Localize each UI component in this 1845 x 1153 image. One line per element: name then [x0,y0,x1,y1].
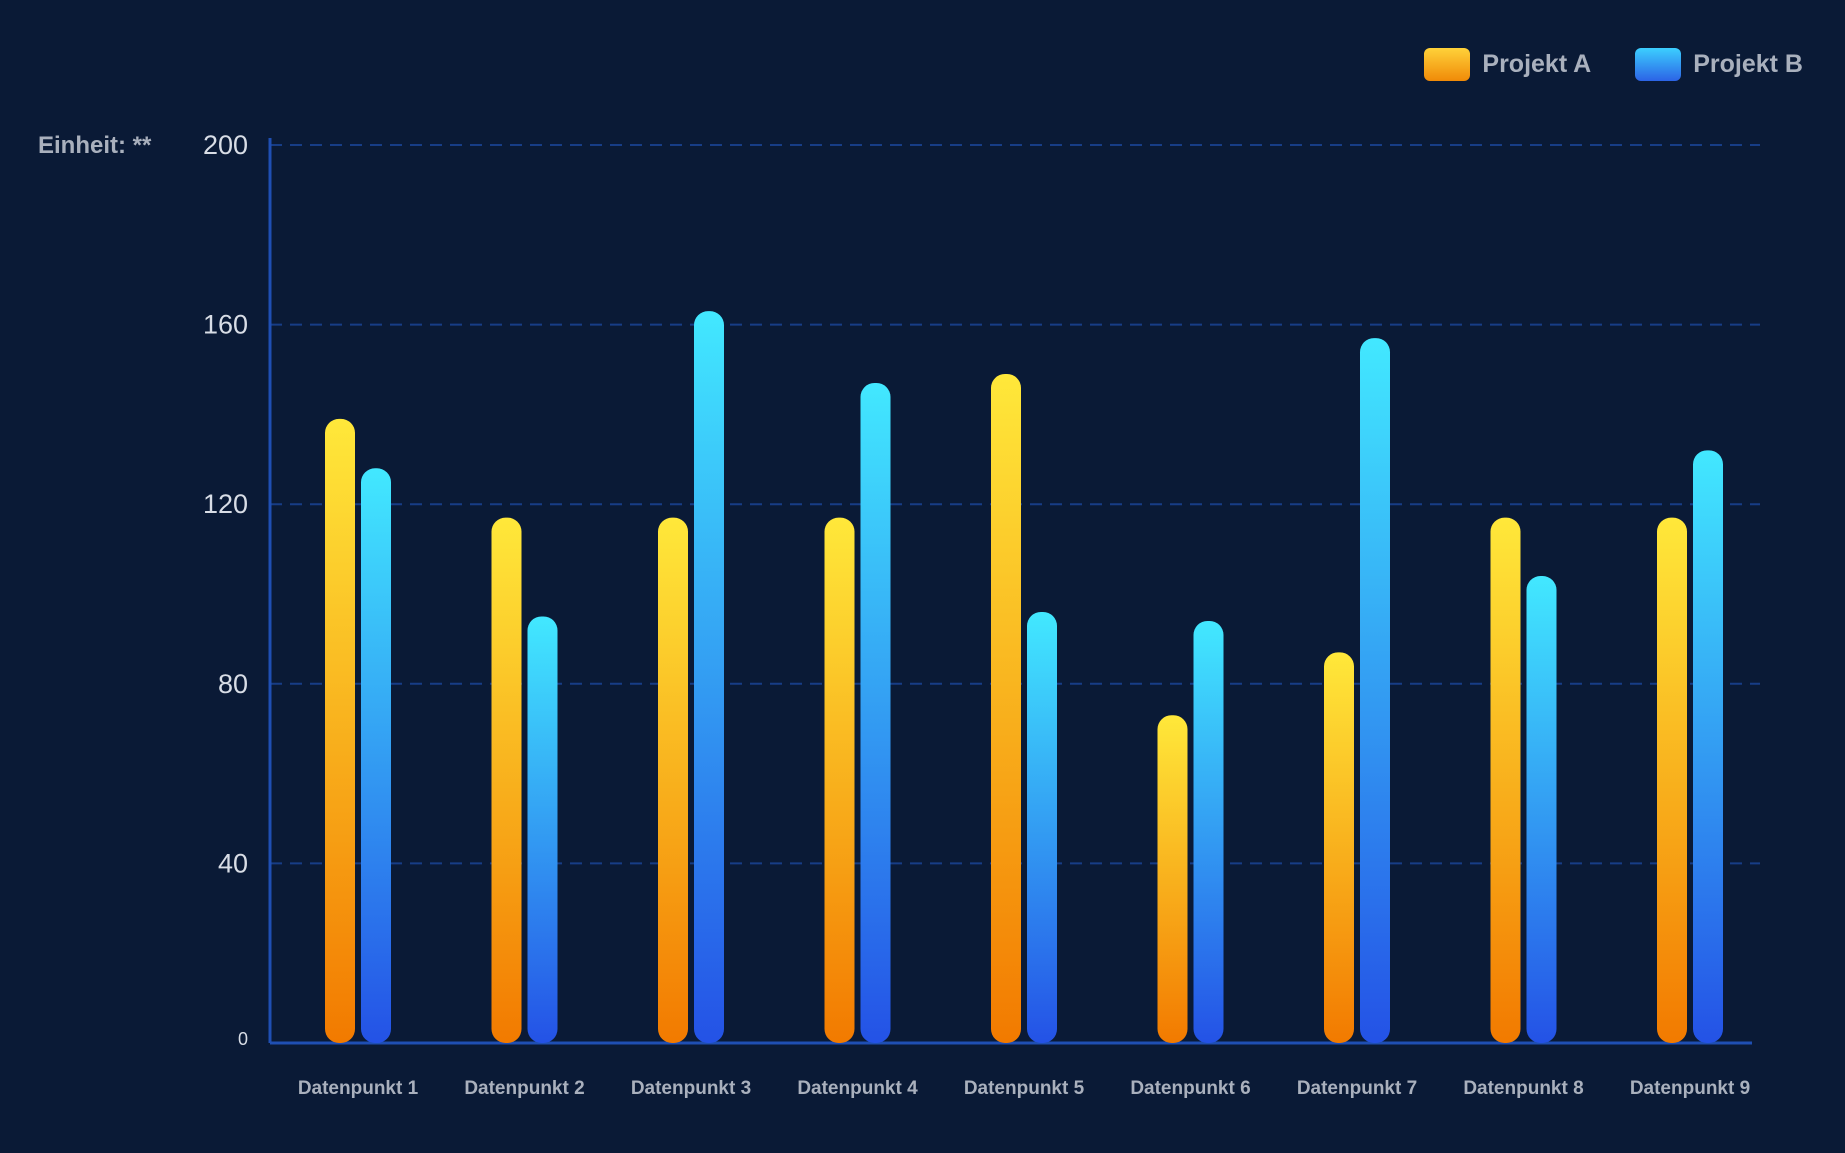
bar-projekt-b-2 [527,616,558,1043]
y-tick-label: 0 [238,1029,248,1049]
legend-swatch-projekt-a [1424,48,1471,81]
bar-projekt-a-6 [1157,715,1188,1043]
x-tick-label: Datenpunkt 6 [1130,1078,1250,1099]
bar-projekt-b-4 [860,382,891,1044]
y-tick-label: 120 [203,489,248,519]
bar-projekt-a-9 [1657,517,1687,1043]
legend: Projekt A Projekt B [1424,48,1803,81]
y-tick-label: 200 [203,130,248,160]
x-tick-label: Datenpunkt 1 [298,1078,419,1099]
x-tick-label: Datenpunkt 9 [1630,1078,1750,1099]
legend-item-projekt-a[interactable]: Projekt A [1424,48,1591,81]
x-tick-label: Datenpunkt 7 [1297,1078,1417,1099]
bar-projekt-a-4 [824,517,855,1043]
bar-projekt-b-3 [694,311,724,1043]
bar-projekt-b-5 [1027,611,1057,1043]
bar-projekt-b-8 [1526,576,1557,1043]
bar-projekt-b-1 [361,468,391,1043]
x-tick-label: Datenpunkt 4 [797,1078,918,1099]
legend-label-projekt-a: Projekt A [1482,50,1592,78]
legend-item-projekt-b[interactable]: Projekt B [1635,48,1803,81]
y-tick-label: 40 [218,848,248,878]
y-tick-label: 160 [203,310,248,340]
bar-projekt-a-7 [1324,652,1354,1043]
legend-swatch-projekt-b [1635,48,1682,81]
bar-projekt-a-2 [491,517,522,1043]
legend-label-projekt-b: Projekt B [1693,50,1803,78]
x-tick-label: Datenpunkt 3 [631,1078,751,1099]
bar-projekt-b-6 [1193,620,1224,1043]
x-tick-label: Datenpunkt 2 [464,1078,584,1099]
bar-projekt-a-1 [325,418,355,1043]
x-tick-label: Datenpunkt 5 [964,1078,1085,1099]
bar-projekt-b-7 [1360,338,1390,1043]
bar-projekt-a-5 [991,373,1021,1043]
bar-projekt-b-9 [1693,450,1723,1043]
unit-label: Einheit: ** [38,132,152,159]
bar-projekt-a-8 [1490,517,1521,1043]
x-tick-label: Datenpunkt 8 [1463,1078,1583,1099]
y-tick-label: 80 [218,669,248,699]
bar-projekt-a-3 [658,517,688,1043]
